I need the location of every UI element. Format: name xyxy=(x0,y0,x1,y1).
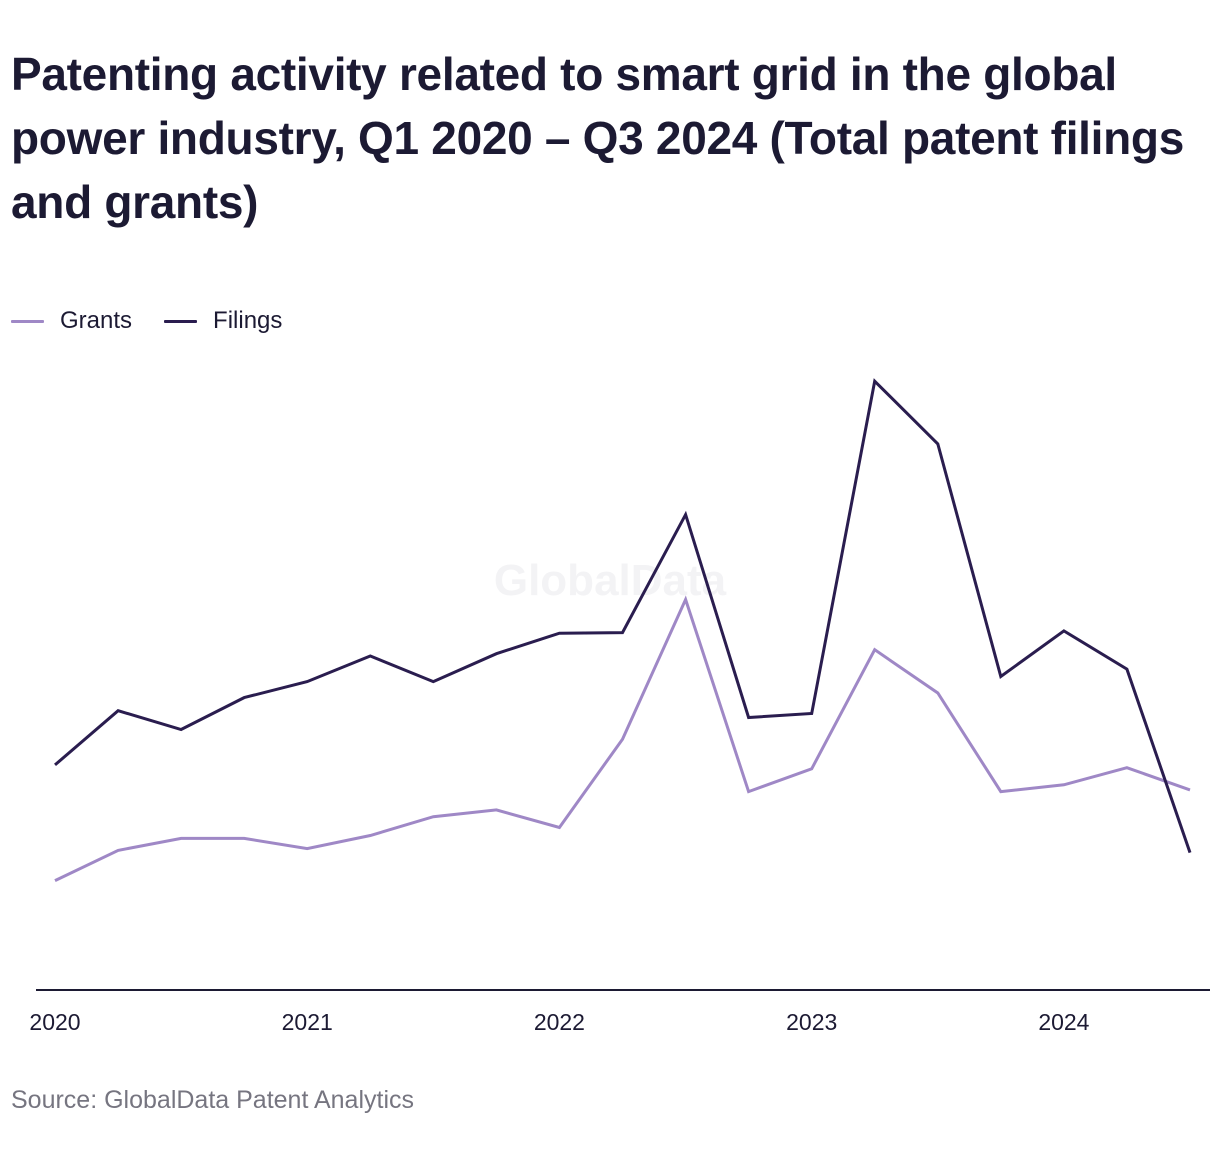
legend: Grants Filings xyxy=(11,305,314,337)
series-line-grants xyxy=(54,595,1191,882)
legend-item-grants: Grants xyxy=(11,307,132,335)
legend-label-grants: Grants xyxy=(60,307,133,334)
legend-label-filings: Filings xyxy=(213,307,283,334)
x-axis-ticks: 2020 2021 2022 2023 2024 xyxy=(29,1009,1089,1035)
source-note: Source: GlobalData Patent Analytics xyxy=(11,1086,415,1114)
legend-item-filings: Filings xyxy=(164,307,282,335)
x-tick-label: 2024 xyxy=(1038,1009,1089,1035)
x-tick-label: 2020 xyxy=(29,1009,80,1035)
x-tick-label: 2023 xyxy=(786,1009,837,1035)
legend-swatch-filings xyxy=(164,319,198,323)
legend-swatch-grants xyxy=(11,319,44,323)
series-layer xyxy=(54,378,1192,882)
series-line-filings xyxy=(54,378,1192,854)
x-tick-label: 2021 xyxy=(282,1009,333,1035)
x-tick-label: 2022 xyxy=(534,1009,585,1035)
watermark: GlobalData xyxy=(494,556,727,605)
chart-title: Patenting activity related to smart grid… xyxy=(11,48,1185,228)
